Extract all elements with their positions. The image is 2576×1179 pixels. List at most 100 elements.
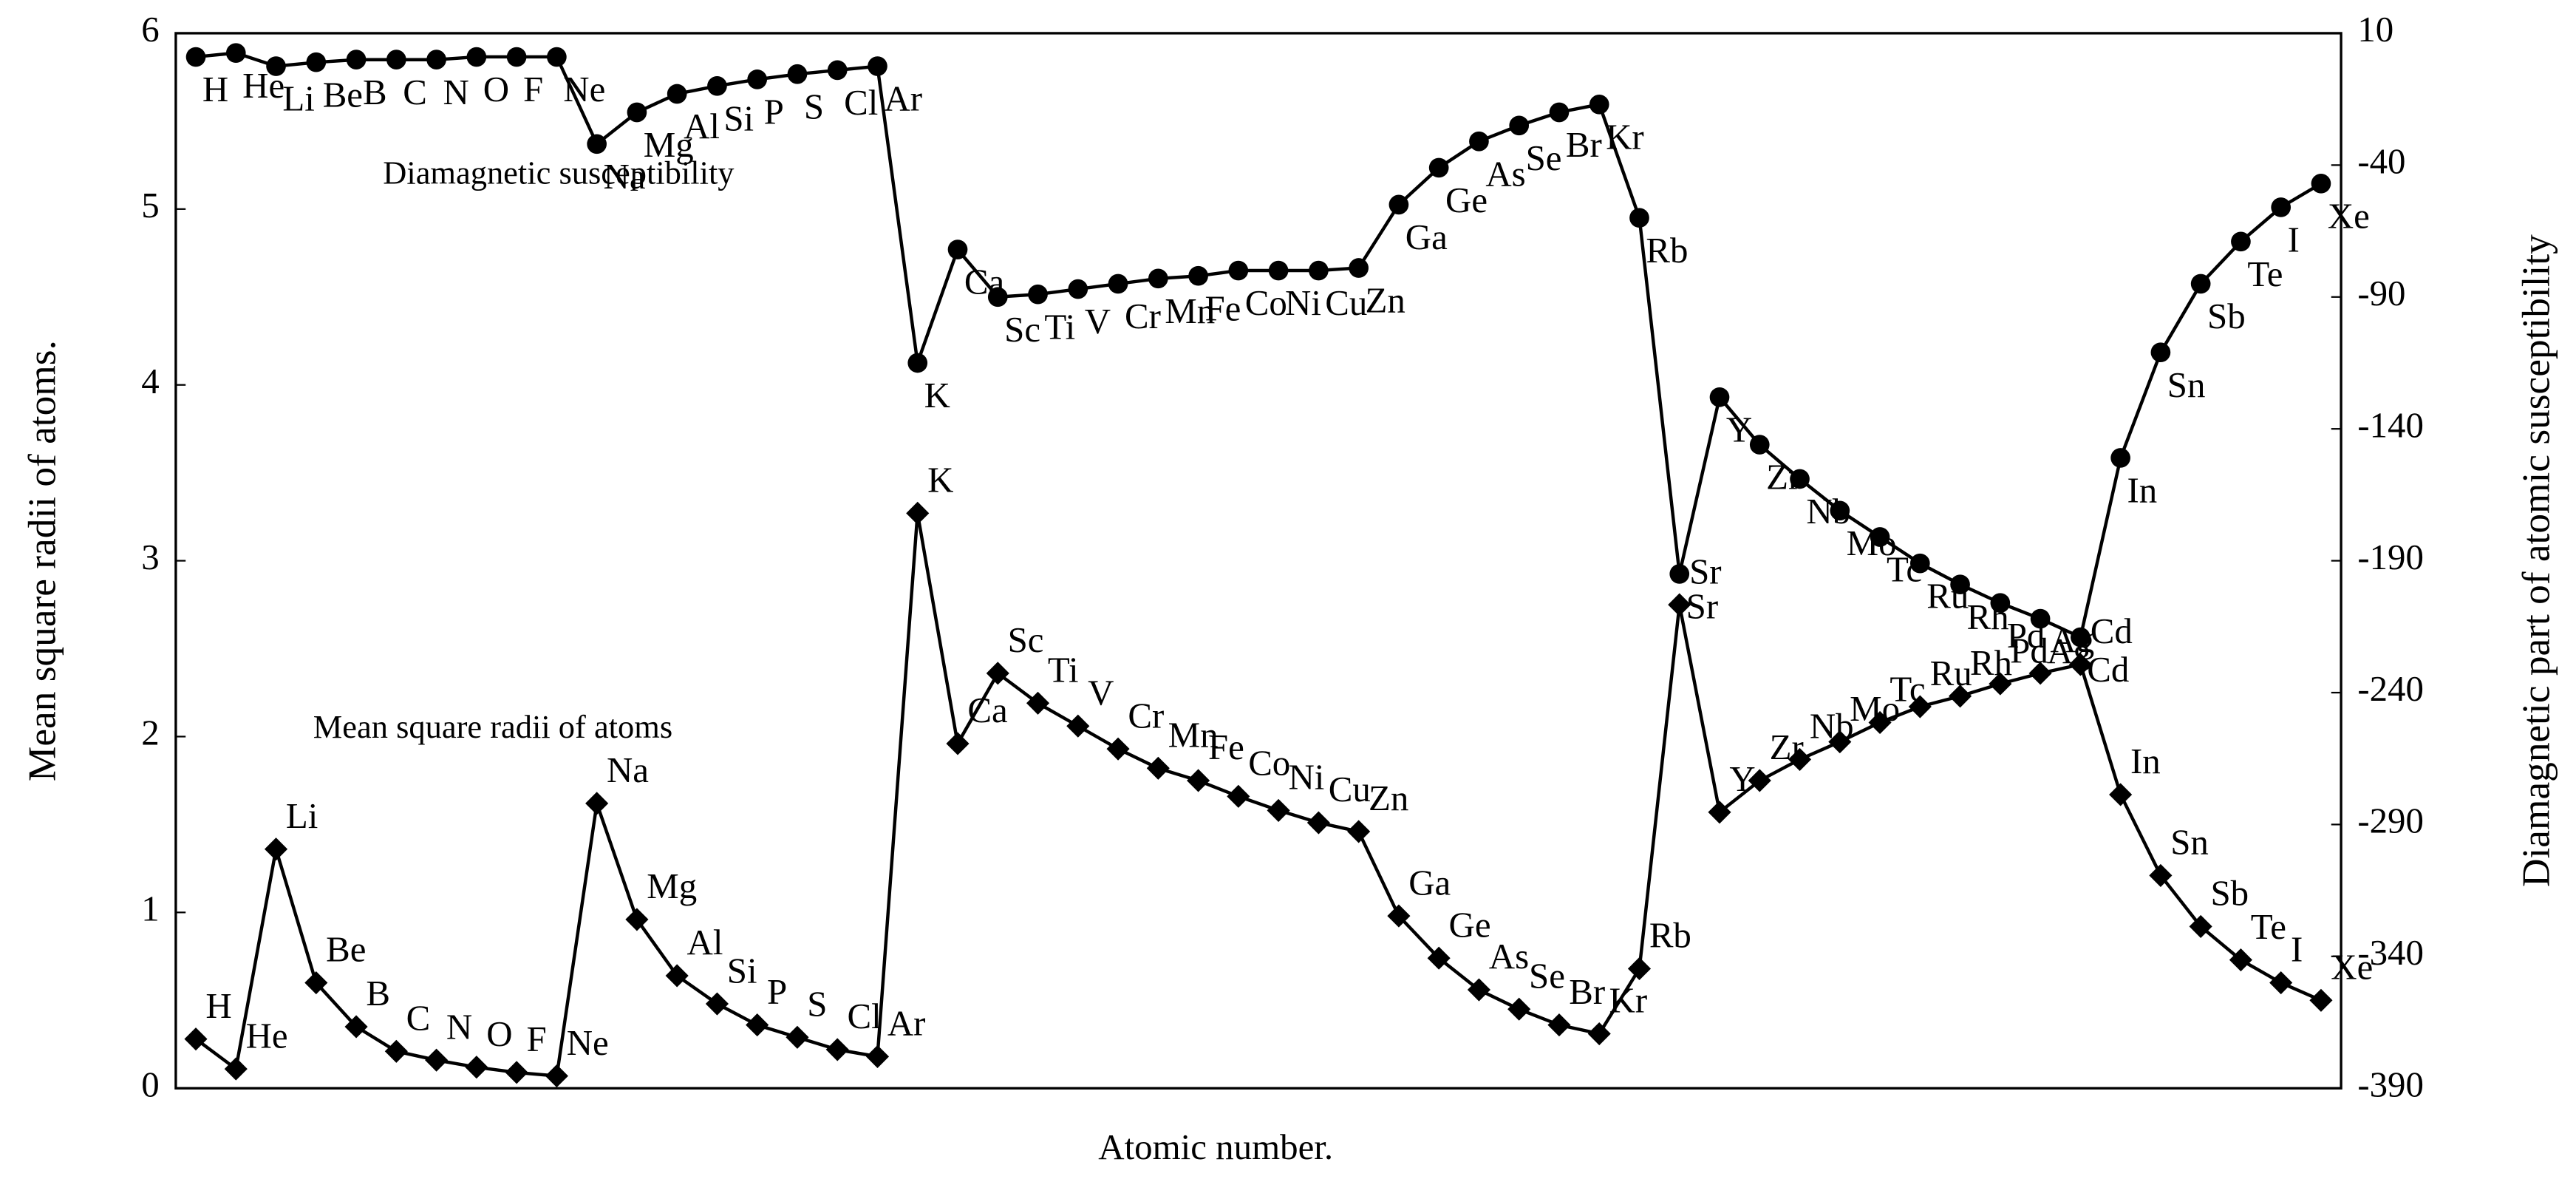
point [1908,695,1932,718]
point-label: Sc [1004,309,1040,350]
point [987,287,1008,308]
point [2311,173,2331,194]
point-label: Cr [1125,296,1161,336]
point [1028,284,1048,305]
point-label: Ge [1445,180,1488,220]
y-axis-title: Mean square radii of atoms. [20,340,64,781]
point [1669,564,1690,584]
point-label: Ga [1405,217,1448,257]
point-label: Te [2251,906,2286,947]
point [266,56,286,76]
point-label: Mo [1847,523,1897,563]
point [1026,691,1050,715]
point [786,1025,809,1049]
annotation: Diamagnetic susceptibility [383,154,735,191]
point [264,837,288,861]
point [1187,769,1210,792]
point [625,908,649,931]
point-label: Kr [1609,980,1648,1021]
point-label: Na [604,156,646,197]
point-label: Na [607,750,649,790]
point [1309,260,1329,281]
point-label: N [446,1006,472,1047]
point [1950,574,1970,595]
y-tick-label: 2 [141,713,159,753]
point-label: Co [1248,743,1290,784]
point [1188,265,1208,286]
point-label: Rb [1646,230,1688,271]
point [1790,469,1810,489]
point [1788,747,1812,771]
point-label: Y [1726,409,1752,449]
point [1949,684,1972,708]
point [2028,662,2052,685]
point-label: F [526,1019,546,1059]
point-label: S [807,983,827,1024]
point [547,47,567,67]
point-label: B [363,72,387,112]
point-label: He [246,1015,288,1056]
point-label: Sr [1689,551,1722,591]
point [986,662,1009,685]
point [2309,988,2333,1012]
point-label: Be [326,929,366,970]
point [346,50,367,69]
point [1427,946,1451,970]
point-label: Ne [567,1022,609,1063]
point [1388,194,1409,215]
point-label: Ni [1285,282,1321,323]
point [344,1015,368,1039]
point [506,47,527,67]
point-label: P [767,971,787,1012]
point-label: As [1489,936,1529,976]
point [2190,273,2211,294]
point [947,239,968,259]
point-label: C [403,72,427,112]
point [225,43,246,64]
point-label: Ti [1044,306,1075,347]
point-label: Kr [1606,116,1644,157]
point [1549,102,1570,123]
point [705,992,729,1016]
point-label: In [2127,470,2158,511]
point-label: F [523,69,543,109]
point [1267,798,1290,822]
point [1228,260,1249,281]
point-label: Cu [1325,282,1367,323]
y2-tick-label: -40 [2357,141,2405,182]
point [466,47,487,67]
point-label: Al [684,106,720,146]
y-tick-label: 4 [141,361,159,401]
point [746,1013,769,1037]
point-label: Zn [1366,280,1405,321]
point [1387,904,1411,928]
point-label: Fe [1204,288,1241,328]
point [386,50,406,69]
y2-tick-label: 10 [2357,9,2393,50]
point-label: Cu [1329,769,1371,809]
point-label: Ti [1048,649,1079,690]
point-label: Sb [2207,296,2246,336]
point [1547,1013,1571,1037]
point-label: Li [282,78,314,119]
point [2071,627,2091,648]
point [2229,948,2252,972]
point [1749,435,1770,455]
point [1830,500,1850,521]
point-label: Cd [2091,611,2133,651]
point-label: Ca [967,690,1008,730]
point [865,1044,890,1068]
point [1467,978,1490,1002]
point [426,50,446,69]
point-label: I [2288,220,2300,260]
point-label: K [924,375,950,415]
point [827,60,848,81]
point [1068,279,1088,299]
y2-tick-label: -290 [2357,801,2424,841]
point [1066,714,1090,738]
point [465,1056,488,1079]
point-label: Mg [647,866,697,906]
point-label: Ru [1930,653,1972,693]
point-label: I [2291,929,2303,970]
point-label: Sn [2167,364,2206,405]
